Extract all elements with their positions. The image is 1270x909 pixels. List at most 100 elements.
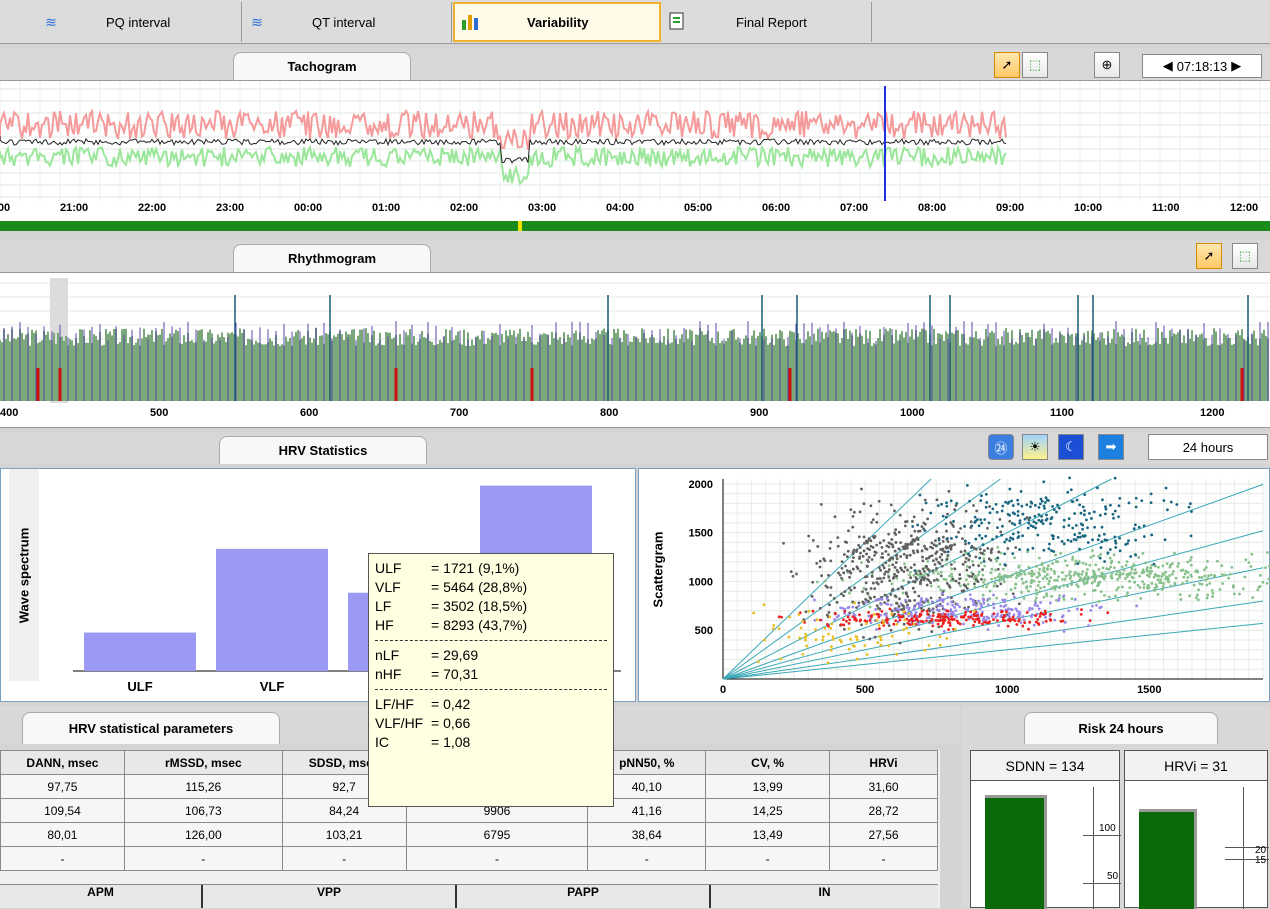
scatter-point — [936, 622, 940, 626]
tab-pq-interval[interactable]: ≋ PQ interval — [36, 2, 242, 42]
scatter-point — [948, 574, 951, 578]
time-navigator[interactable]: ◀ 07:18:13 ▶ — [1142, 54, 1262, 78]
rhythm-pointer-button[interactable]: ➚ — [1196, 243, 1222, 269]
column-header[interactable]: HRVi — [829, 750, 938, 775]
scatter-point — [907, 580, 911, 584]
period-selector[interactable]: 24 hours — [1148, 434, 1268, 460]
zoom-button[interactable]: ⊕ — [1094, 52, 1120, 78]
scatter-point — [1256, 588, 1260, 592]
time-tick: 02:00 — [450, 202, 479, 214]
scatter-point — [1164, 570, 1168, 574]
scatter-point — [863, 541, 866, 545]
prev-icon[interactable]: ◀ — [1162, 58, 1173, 73]
next-icon[interactable]: ▶ — [1231, 58, 1242, 73]
scatter-point — [1072, 573, 1076, 577]
scatter-point — [814, 628, 817, 631]
scatter-point — [1267, 577, 1270, 581]
scatter-point — [1035, 592, 1039, 596]
period-24h-button[interactable]: ㉔ — [988, 434, 1014, 460]
scatter-point — [1264, 566, 1267, 570]
scatter-point — [938, 613, 942, 617]
scatter-y-tick: 500 — [695, 625, 713, 637]
hrv-statistics-tab[interactable]: HRV Statistics — [219, 436, 427, 464]
rhythm-select-button[interactable]: ⬚ — [1232, 243, 1258, 269]
tachogram-tab[interactable]: Tachogram — [233, 52, 411, 80]
scatter-point — [920, 549, 924, 553]
scatter-point — [782, 541, 785, 545]
scatter-point — [1043, 609, 1047, 613]
scatter-point — [864, 622, 868, 626]
spectrum-bar — [216, 548, 328, 671]
scatter-point — [945, 609, 949, 613]
scatter-point — [873, 612, 876, 616]
scatter-point — [1169, 563, 1172, 567]
scatter-point — [899, 541, 903, 545]
scatter-point — [918, 569, 921, 573]
scatter-point — [1085, 518, 1088, 522]
scatter-point — [1108, 556, 1112, 560]
scatter-point — [915, 549, 919, 553]
scatter-point — [1210, 588, 1214, 592]
scatter-point — [983, 518, 987, 521]
tooltip-row: HF = 8293 (43,7%) — [375, 615, 607, 634]
scatter-point — [882, 624, 886, 627]
column-header[interactable]: CV, % — [705, 750, 831, 775]
scatter-point — [1204, 566, 1208, 569]
scatter-point — [886, 602, 890, 606]
column-header[interactable]: rMSSD, msec — [123, 750, 283, 775]
time-tick: 00:00 — [294, 202, 323, 214]
column-header[interactable]: DANN, msec — [0, 750, 125, 775]
scatter-point — [853, 586, 856, 590]
tab-variability[interactable]: Variability — [453, 2, 661, 42]
rhythmogram-tab[interactable]: Rhythmogram — [233, 244, 431, 272]
period-day-button[interactable]: ☀ — [1022, 434, 1048, 460]
scatter-point — [920, 603, 924, 607]
scatter-point — [1087, 624, 1090, 628]
scatter-point — [865, 552, 868, 556]
scatter-point — [1137, 556, 1141, 559]
rhythmogram-plot[interactable] — [0, 272, 1270, 428]
scatter-point — [1070, 597, 1074, 601]
scatter-point — [1230, 565, 1234, 569]
scatter-point — [954, 609, 958, 613]
scatter-point — [1133, 523, 1137, 527]
time-tick: 10:00 — [1074, 202, 1103, 214]
scatter-point — [842, 627, 846, 631]
scatter-point — [1073, 562, 1077, 566]
scatter-point — [1150, 582, 1154, 585]
beat-tick: 1000 — [900, 407, 925, 419]
time-tick: 08:00 — [918, 202, 947, 214]
tachogram-plot[interactable] — [0, 80, 1270, 231]
tab-qt-interval[interactable]: ≋ QT interval — [242, 2, 452, 42]
scatter-point — [911, 538, 915, 542]
tooltip-value: = 1,08 — [431, 733, 471, 750]
tooltip-value: = 3502 (18,5%) — [431, 597, 528, 614]
scatter-point — [918, 582, 922, 586]
tab-final-report[interactable]: Final Report — [662, 2, 872, 42]
scatter-point — [1249, 565, 1253, 568]
scatter-point — [1081, 527, 1084, 531]
select-tool-button[interactable]: ⬚ — [1022, 52, 1048, 78]
scatter-point — [1040, 499, 1044, 503]
scatter-point — [891, 563, 895, 567]
pointer-tool-button[interactable]: ➚ — [994, 52, 1020, 78]
scatter-point — [1085, 581, 1089, 585]
scatter-point — [955, 502, 959, 505]
scatter-point — [907, 614, 910, 618]
params-tab[interactable]: HRV statistical parameters — [22, 712, 280, 744]
scatter-point — [978, 534, 981, 537]
apply-period-button[interactable]: ➡ — [1098, 434, 1124, 460]
table-cell: - — [123, 846, 283, 871]
scatter-point — [1043, 575, 1047, 578]
hrvi-tick-line — [1225, 847, 1269, 848]
scatter-point — [1149, 492, 1153, 496]
scatter-point — [818, 618, 822, 622]
scatter-point — [1031, 546, 1035, 550]
risk-tab[interactable]: Risk 24 hours — [1024, 712, 1218, 744]
scatter-point — [845, 569, 849, 572]
scatter-point — [851, 552, 855, 556]
scatter-point — [1109, 575, 1113, 579]
period-night-button[interactable]: ☾ — [1058, 434, 1084, 460]
tooltip-key: HF — [375, 616, 394, 633]
scatter-point — [1079, 511, 1083, 515]
